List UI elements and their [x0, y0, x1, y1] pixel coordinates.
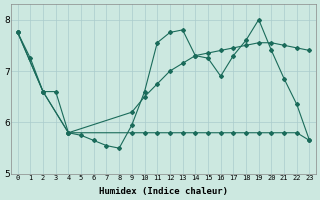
- X-axis label: Humidex (Indice chaleur): Humidex (Indice chaleur): [99, 187, 228, 196]
